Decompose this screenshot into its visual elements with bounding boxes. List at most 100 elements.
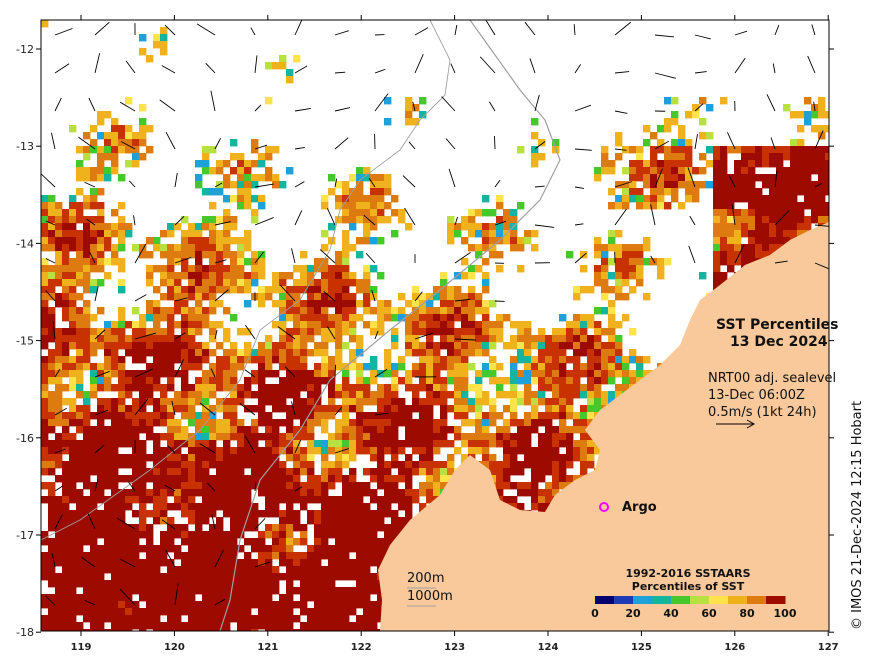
sst-pixel: [195, 447, 203, 455]
sst-pixel: [377, 559, 385, 567]
sst-pixel: [76, 489, 84, 497]
sst-pixel: [608, 342, 616, 350]
sst-pixel: [552, 139, 560, 147]
sst-pixel: [489, 230, 497, 238]
sst-pixel: [349, 426, 357, 434]
sst-pixel: [181, 482, 189, 490]
sst-pixel: [160, 335, 168, 343]
sst-pixel: [216, 538, 224, 546]
sst-pixel: [503, 391, 511, 399]
sst-pixel: [636, 272, 644, 280]
sst-pixel: [48, 398, 56, 406]
sst-pixel: [566, 377, 574, 385]
sst-pixel: [356, 181, 364, 189]
sst-pixel: [132, 132, 140, 140]
sst-pixel: [335, 300, 343, 308]
sst-pixel: [510, 356, 518, 364]
sst-pixel: [307, 419, 315, 427]
sst-pixel: [230, 482, 238, 490]
sst-pixel: [83, 447, 91, 455]
sst-pixel: [433, 433, 441, 441]
sst-pixel: [202, 160, 210, 168]
sst-pixel: [104, 349, 112, 357]
sst-pixel: [748, 167, 756, 175]
sst-pixel: [83, 335, 91, 343]
sst-pixel: [160, 48, 168, 56]
sst-pixel: [167, 370, 175, 378]
sst-pixel: [314, 384, 322, 392]
sst-pixel: [804, 174, 812, 182]
sst-pixel: [69, 580, 77, 588]
sst-pixel: [349, 244, 357, 252]
sst-pixel: [69, 237, 77, 245]
sst-pixel: [293, 461, 301, 469]
sst-pixel: [209, 216, 217, 224]
sst-pixel: [377, 447, 385, 455]
sst-pixel: [97, 510, 105, 518]
sst-pixel: [552, 461, 560, 469]
sst-pixel: [48, 272, 56, 280]
sst-pixel: [776, 223, 784, 231]
sst-pixel: [580, 265, 588, 273]
sst-pixel: [55, 559, 63, 567]
sst-pixel: [433, 461, 441, 469]
sst-pixel: [160, 293, 168, 301]
sst-pixel: [202, 398, 210, 406]
sst-pixel: [104, 447, 112, 455]
sst-pixel: [363, 237, 371, 245]
sst-pixel: [76, 342, 84, 350]
sst-pixel: [818, 132, 826, 140]
sst-pixel: [76, 545, 84, 553]
sst-pixel: [349, 433, 357, 441]
sst-pixel: [314, 349, 322, 357]
sst-pixel: [636, 188, 644, 196]
sst-pixel: [496, 482, 504, 490]
sst-pixel: [440, 405, 448, 413]
sst-pixel: [216, 230, 224, 238]
sst-pixel: [90, 454, 98, 462]
sst-pixel: [349, 489, 357, 497]
sst-pixel: [790, 202, 798, 210]
sst-pixel: [622, 377, 630, 385]
sst-pixel: [482, 335, 490, 343]
sst-pixel: [363, 531, 371, 539]
sst-pixel: [433, 384, 441, 392]
sst-pixel: [69, 566, 77, 574]
sst-pixel: [265, 580, 273, 588]
sst-pixel: [657, 174, 665, 182]
sst-pixel: [167, 545, 175, 553]
sst-pixel: [510, 433, 518, 441]
sst-pixel: [251, 510, 259, 518]
sst-pixel: [223, 468, 231, 476]
sst-pixel: [237, 503, 245, 511]
sst-pixel: [314, 398, 322, 406]
sst-pixel: [272, 181, 280, 189]
sst-pixel: [769, 153, 777, 161]
sst-pixel: [300, 342, 308, 350]
sst-pixel: [384, 503, 392, 511]
sst-pixel: [223, 482, 231, 490]
sst-pixel: [685, 195, 693, 203]
sst-pixel: [202, 391, 210, 399]
sst-pixel: [83, 202, 91, 210]
sst-pixel: [489, 461, 497, 469]
sst-pixel: [643, 244, 651, 252]
sst-pixel: [286, 286, 294, 294]
sst-pixel: [804, 153, 812, 161]
sst-pixel: [69, 279, 77, 287]
sst-pixel: [279, 286, 287, 294]
sst-pixel: [174, 391, 182, 399]
sst-pixel: [510, 370, 518, 378]
sst-pixel: [188, 398, 196, 406]
sst-pixel: [125, 545, 133, 553]
sst-pixel: [545, 356, 553, 364]
sst-pixel: [314, 412, 322, 420]
sst-pixel: [83, 258, 91, 266]
sst-pixel: [237, 559, 245, 567]
sst-pixel: [489, 356, 497, 364]
sst-pixel: [370, 510, 378, 518]
sst-pixel: [601, 153, 609, 161]
sst-pixel: [349, 307, 357, 315]
sst-pixel: [279, 55, 287, 63]
sst-pixel: [223, 223, 231, 231]
